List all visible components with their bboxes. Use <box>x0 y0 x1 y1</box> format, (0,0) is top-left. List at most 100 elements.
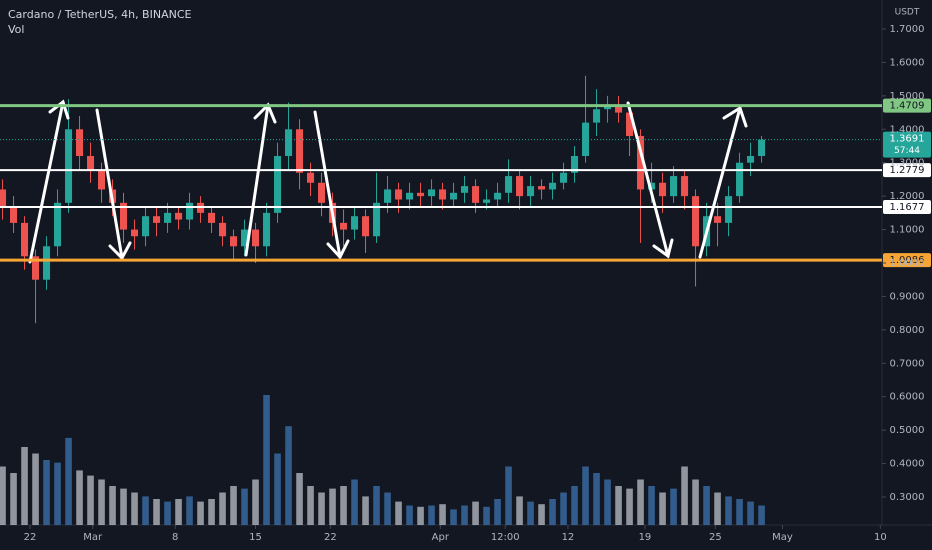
candle-body <box>318 182 326 203</box>
x-tick-label: 10 <box>874 532 887 543</box>
volume-bar <box>164 501 171 525</box>
candle-body <box>648 182 656 190</box>
candle-body <box>483 199 491 203</box>
volume-bar <box>373 486 380 525</box>
x-tick-label: 22 <box>24 532 37 543</box>
candle-body <box>417 192 425 197</box>
arrow-head <box>108 241 132 261</box>
candle-body <box>626 112 634 136</box>
y-tick-label: 1.7000 <box>890 24 925 35</box>
candle-body <box>54 202 62 247</box>
candle-body <box>43 246 51 280</box>
volume-bar <box>318 492 325 525</box>
level-label-box <box>883 199 931 214</box>
candle-body <box>76 129 84 157</box>
volume-bar <box>87 475 94 525</box>
candle-body <box>461 186 469 193</box>
volume-bar <box>626 488 633 525</box>
volume-bar <box>142 496 149 525</box>
volume-bar <box>472 501 479 525</box>
candle-body <box>120 202 128 230</box>
candle-body <box>362 216 370 237</box>
volume-bar <box>208 499 215 525</box>
x-tick-label: 19 <box>639 532 652 543</box>
volume-bar <box>505 466 512 525</box>
x-tick-label: Apr <box>432 532 450 543</box>
candle-body <box>32 256 40 280</box>
volume-bar <box>417 506 424 525</box>
candle-body <box>516 176 524 197</box>
level-label-box <box>883 253 931 268</box>
candle-body <box>692 196 700 247</box>
candle-body <box>285 129 293 157</box>
volume-bar <box>692 479 699 525</box>
volume-bar <box>340 486 347 525</box>
volume-bar <box>637 479 644 525</box>
candle-body <box>615 105 623 113</box>
volume-bar <box>274 453 281 525</box>
y-tick-label: 0.3000 <box>890 492 925 503</box>
candle-body <box>549 182 557 190</box>
volume-bar <box>329 488 336 525</box>
candle-body <box>758 139 766 157</box>
arrow <box>28 100 65 264</box>
volume-bar <box>395 501 402 525</box>
candle-body <box>142 216 150 237</box>
volume-bar <box>461 505 468 525</box>
y-tick-label: 0.5000 <box>890 425 925 436</box>
candle-body <box>164 212 172 223</box>
candle-body <box>527 186 535 197</box>
candle-body <box>472 186 480 203</box>
x-tick-label: May <box>772 532 793 543</box>
volume-bar <box>10 473 17 525</box>
x-tick-label: Mar <box>83 532 103 543</box>
volume-bar <box>593 473 600 525</box>
candle-body <box>747 156 755 163</box>
candle-body <box>725 196 733 223</box>
volume-bar <box>494 499 501 525</box>
arrow-head <box>652 238 674 259</box>
volume-bar <box>109 486 116 525</box>
candle-body <box>439 189 447 200</box>
candle-body <box>736 162 744 197</box>
volume-bar <box>175 499 182 525</box>
volume-bar <box>241 488 248 525</box>
arrow <box>244 103 270 257</box>
level-label: 1.2779 <box>890 165 925 176</box>
volume-bar <box>153 499 160 525</box>
candle-body <box>406 192 414 200</box>
level-label-box <box>883 98 931 113</box>
candle-body <box>230 236 238 247</box>
volume-bar <box>703 486 710 525</box>
volume-bar <box>582 466 589 525</box>
volume-bar <box>76 470 83 525</box>
chart-title: Cardano / TetherUS, 4h, BINANCE <box>8 8 192 21</box>
volume-bar <box>406 505 413 525</box>
volume-bar <box>230 486 237 525</box>
volume-bar <box>120 488 127 525</box>
volume-bar <box>670 488 677 525</box>
y-tick-label: 0.7000 <box>890 358 925 369</box>
volume-bar <box>527 501 534 525</box>
arrow-head <box>48 99 70 120</box>
volume-bar <box>736 499 743 525</box>
candle-body <box>186 202 194 220</box>
volume-bar <box>604 479 611 525</box>
arrow-head <box>722 105 748 128</box>
y-tick-label: 1.0000 <box>890 258 925 269</box>
volume-bar <box>758 505 765 525</box>
volume-bar <box>516 496 523 525</box>
volume-bar <box>681 466 688 525</box>
last-price-box <box>883 131 931 158</box>
y-tick-label: 1.5000 <box>890 91 925 102</box>
volume-bar <box>428 505 435 525</box>
volume-bar <box>450 509 457 525</box>
volume-bar <box>0 466 6 525</box>
volume-bar <box>351 479 358 525</box>
y-tick-label: 0.6000 <box>890 392 925 403</box>
volume-bar <box>197 501 204 525</box>
candle-body <box>384 189 392 203</box>
candle-body <box>252 229 260 247</box>
